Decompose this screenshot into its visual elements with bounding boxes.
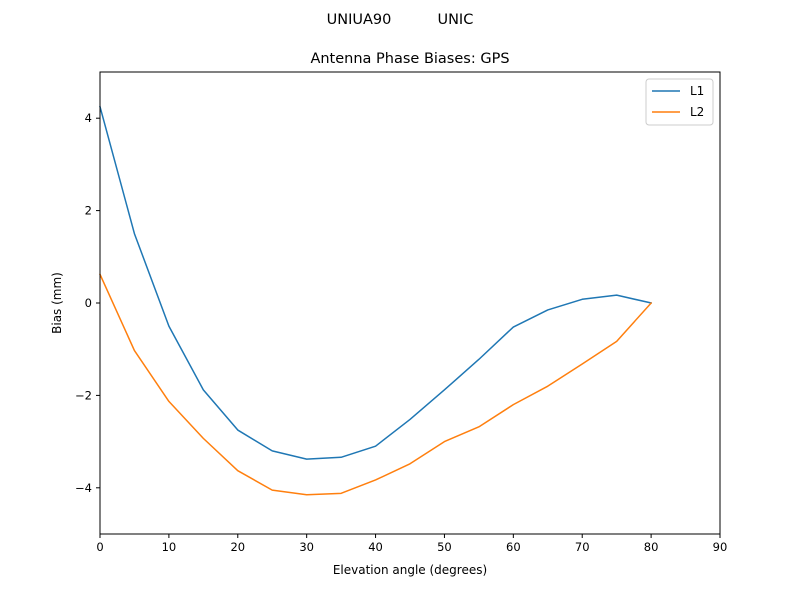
y-tick-label: −2 [75, 388, 92, 402]
x-tick-label: 0 [96, 540, 103, 554]
x-tick-label: 90 [713, 540, 728, 554]
y-tick-label: 0 [85, 296, 92, 310]
y-tick-label: −4 [75, 481, 92, 495]
x-tick-label: 70 [575, 540, 590, 554]
chart-title: Antenna Phase Biases: GPS [310, 51, 509, 67]
x-tick-label: 30 [299, 540, 314, 554]
legend: L1 L2 [645, 78, 714, 126]
series-line-l2 [99, 273, 653, 496]
x-tick-label: 20 [230, 540, 245, 554]
x-tick-label: 40 [368, 540, 383, 554]
ticks-layer: 0 10 20 30 40 50 60 70 80 90 −4 −2 0 2 4 [75, 111, 727, 554]
x-tick-label: 50 [437, 540, 452, 554]
x-axis-label: Elevation angle (degrees) [333, 563, 487, 577]
legend-label-l1: L1 [690, 84, 704, 98]
plot-layer [99, 105, 653, 496]
legend-label-l2: L2 [690, 105, 704, 119]
series-line-l1 [99, 105, 653, 460]
x-tick-label: 80 [644, 540, 659, 554]
plot-frame [99, 71, 721, 535]
y-tick-label: 2 [85, 204, 92, 218]
x-tick-label: 10 [162, 540, 177, 554]
x-tick-label: 60 [506, 540, 521, 554]
y-axis-label: Bias (mm) [50, 272, 64, 334]
suptitle: UNIUA90 UNIC [327, 12, 474, 28]
y-tick-label: 4 [85, 111, 92, 125]
